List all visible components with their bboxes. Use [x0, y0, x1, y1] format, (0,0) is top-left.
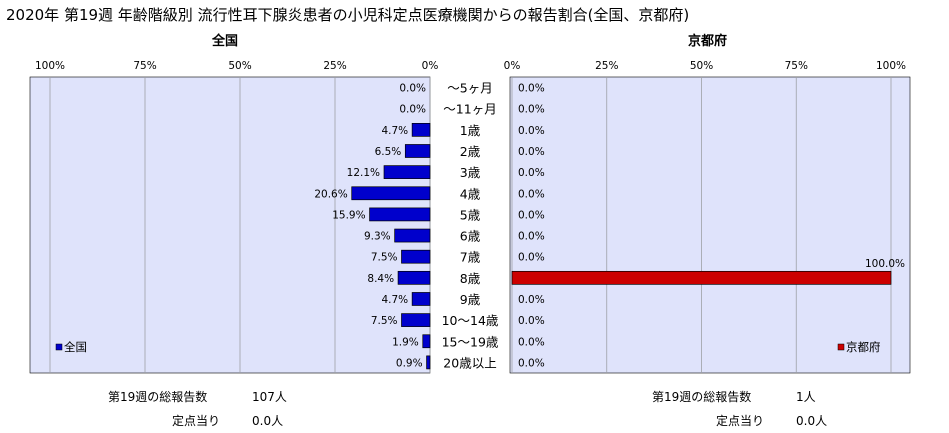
- category-label: 15～19歳: [442, 334, 499, 349]
- left-data-label: 20.6%: [314, 188, 347, 200]
- right-total-label: 第19週の総報告数: [652, 390, 752, 404]
- left-total-value: 107人: [252, 390, 287, 404]
- left-data-label: 8.4%: [367, 273, 394, 285]
- right-data-label: 0.0%: [518, 315, 545, 327]
- chart-svg: 100% 75% 50% 25% 0% 0.0% 0.0% 4.7% 6.5% 12.1%20.6…: [29, 60, 911, 374]
- left-bar: [411, 292, 431, 306]
- left-bar: [397, 270, 431, 285]
- left-bar: [394, 228, 431, 243]
- left-legend-label: 全国: [64, 340, 87, 354]
- right-data-label: 0.0%: [518, 357, 545, 369]
- right-per-value: 0.0人: [796, 414, 828, 428]
- right-panel: 0% 25% 50% 75% 100% 0.0% 0.0% 0.0% 0.0% 0.0% 0.0% 0…: [504, 60, 911, 374]
- category-label: 20歳以上: [443, 355, 496, 370]
- left-tick-label: 25%: [323, 60, 346, 72]
- left-data-label: 15.9%: [332, 209, 365, 221]
- left-data-label: 1.9%: [392, 336, 419, 348]
- left-bar: [401, 313, 431, 327]
- right-tick-label: 100%: [876, 60, 906, 72]
- left-tick-label: 50%: [228, 60, 251, 72]
- category-labels: ～5ヶ月 ～11ヶ月 1歳 2歳 3歳 4歳 5歳 6歳 7歳 8歳 9歳 10～14歳 15～19歳 2…: [442, 81, 499, 371]
- right-tick-label: 50%: [690, 60, 713, 72]
- left-bar: [422, 334, 431, 349]
- category-label: 3歳: [460, 165, 481, 180]
- left-tick-label: 75%: [133, 60, 156, 72]
- right-data-label: 0.0%: [518, 336, 545, 348]
- right-data-label: 0.0%: [518, 231, 545, 243]
- category-label: 6歳: [460, 229, 481, 244]
- left-bar: [369, 207, 431, 222]
- left-data-label: 9.3%: [364, 231, 391, 243]
- category-label: 2歳: [460, 144, 481, 159]
- left-data-label: 4.7%: [381, 125, 408, 137]
- right-data-label: 0.0%: [518, 146, 545, 158]
- left-bar: [404, 144, 431, 158]
- right-panel-title: 京都府: [688, 34, 728, 49]
- right-tick-label: 0%: [504, 60, 521, 72]
- right-legend-swatch: [837, 343, 845, 351]
- right-tick-label: 75%: [785, 60, 808, 72]
- left-panel-title: 全国: [212, 34, 239, 49]
- right-plot-area: [509, 76, 911, 374]
- category-label: ～11ヶ月: [443, 102, 496, 117]
- right-data-label: 0.0%: [518, 167, 545, 179]
- category-label: 1歳: [460, 123, 481, 138]
- chart-title: 2020年 第19週 年齢階級別 流行性耳下腺炎患者の小児科定点医療機関からの報…: [6, 6, 690, 24]
- left-tick-label: 100%: [35, 60, 65, 72]
- right-data-label: 0.0%: [518, 294, 545, 306]
- category-label: 10～14歳: [442, 313, 499, 328]
- category-label: 7歳: [460, 250, 481, 265]
- right-data-label: 0.0%: [518, 125, 545, 137]
- left-panel: 100% 75% 50% 25% 0% 0.0% 0.0% 4.7% 6.5% 12.1%20.6…: [29, 60, 439, 374]
- right-data-label: 0.0%: [518, 209, 545, 221]
- right-bar: [511, 270, 892, 285]
- right-data-label: 100.0%: [865, 258, 905, 270]
- left-data-label: 0.0%: [399, 104, 426, 116]
- left-data-label: 0.9%: [396, 357, 423, 369]
- left-data-label: 4.7%: [381, 294, 408, 306]
- left-data-label: 12.1%: [347, 167, 380, 179]
- left-data-label: 7.5%: [371, 315, 398, 327]
- left-per-value: 0.0人: [252, 414, 284, 428]
- category-label: ～5ヶ月: [447, 81, 492, 96]
- left-legend-swatch: [55, 343, 63, 351]
- left-bar: [401, 249, 431, 264]
- right-data-label: 0.0%: [518, 252, 545, 264]
- right-legend-label: 京都府: [846, 340, 881, 354]
- left-plot-area: [29, 76, 431, 374]
- left-tick-label: 0%: [422, 60, 439, 72]
- left-bar: [351, 186, 431, 201]
- right-data-label: 0.0%: [518, 104, 545, 116]
- left-bar: [411, 122, 431, 137]
- left-bar: [426, 355, 431, 370]
- right-data-label: 0.0%: [518, 83, 545, 95]
- category-label: 8歳: [460, 271, 481, 286]
- category-label: 5歳: [460, 207, 481, 222]
- right-tick-label: 25%: [595, 60, 618, 72]
- right-per-label: 定点当り: [716, 414, 765, 428]
- left-data-label: 0.0%: [399, 83, 426, 95]
- right-total-value: 1人: [796, 390, 816, 404]
- left-data-label: 6.5%: [375, 146, 402, 158]
- left-per-label: 定点当り: [172, 414, 221, 428]
- category-label: 4歳: [460, 186, 481, 201]
- category-label: 9歳: [460, 292, 481, 307]
- left-total-label: 第19週の総報告数: [108, 390, 208, 404]
- left-data-label: 7.5%: [371, 252, 398, 264]
- left-bar: [383, 165, 431, 179]
- right-data-label: 0.0%: [518, 188, 545, 200]
